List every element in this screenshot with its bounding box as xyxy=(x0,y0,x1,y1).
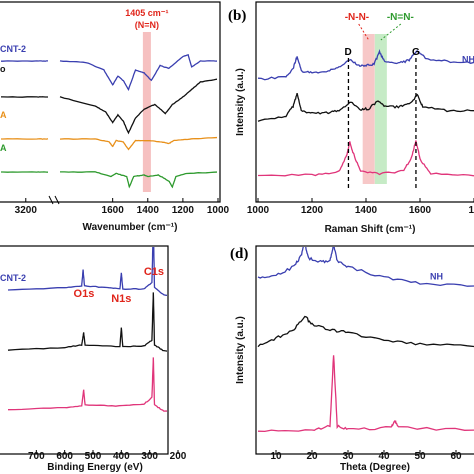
tick-label-a: 1000 xyxy=(207,205,230,216)
tick-label-c: 200 xyxy=(170,451,187,462)
series-line-d-black xyxy=(257,315,474,348)
panel-d-y-title: Intensity (a.u.) xyxy=(235,316,246,384)
peak-label-C1s: C1s xyxy=(144,266,164,278)
series-group-a xyxy=(1,53,217,189)
series-line-c-pink xyxy=(7,357,167,412)
series-line-a-blue xyxy=(1,53,217,92)
series-line-a-green xyxy=(1,171,217,189)
series-line-c-blue xyxy=(7,247,167,297)
band-label-1: -N=N- xyxy=(387,12,414,23)
panel-b-raman: NH 1000 1200 1400 1600 18 D G -N-N- -N=N- (b) Ram… xyxy=(228,1,474,235)
series-label-a-0: CNT-2 xyxy=(0,44,26,54)
peak-label-D: D xyxy=(344,47,351,58)
tick-label-c: 400 xyxy=(113,451,130,462)
peak-label-O1s: O1s xyxy=(74,288,95,300)
panel-c-xps: CNT-2 700 600 500 400 300 200 O1s N1s C1s Binding… xyxy=(0,245,187,473)
tick-label-c: 700 xyxy=(28,451,45,462)
series-line-c-black xyxy=(7,292,167,352)
panel-b-y-title: Intensity (a.u.) xyxy=(235,68,246,136)
panel-b-x-title: Raman Shift (cm⁻¹) xyxy=(325,224,416,235)
tick-label-d: 40 xyxy=(378,451,390,462)
axis-break-mark-2 xyxy=(54,195,60,205)
annotation-n-eq-n: (N=N) xyxy=(135,20,159,30)
series-group-d xyxy=(257,247,474,433)
panel-c-x-title: Binding Energy (eV) xyxy=(47,462,143,473)
series-group-c xyxy=(7,247,167,412)
series-label-a-2: A xyxy=(0,110,7,120)
tick-label-c: 300 xyxy=(141,451,158,462)
panel-d-letter: (d) xyxy=(230,246,248,262)
panel-c-plot: CNT-2 700 600 500 400 300 200 O1s N1s C1s xyxy=(0,247,187,462)
panel-a-x-title: Wavenumber (cm⁻¹) xyxy=(83,222,178,233)
panel-d-x-title: Theta (Degree) xyxy=(340,462,410,473)
panel-c-frame xyxy=(0,245,169,455)
panel-a-ftir: CNT-2 A A 3200 1600 1400 1200 1000 1405 cm⁻¹ (N=N… xyxy=(0,1,230,233)
panel-a-plot: CNT-2 A A 3200 1600 1400 1200 1000 1405 cm⁻¹ (N=N… xyxy=(0,4,230,216)
tick-label-a: 1400 xyxy=(137,205,160,216)
series-label-a-3: A xyxy=(0,143,7,153)
tick-label-a: 1600 xyxy=(102,205,125,216)
axis-break-mark-1 xyxy=(48,195,54,205)
series-label-c-0: CNT-2 xyxy=(0,273,26,283)
tick-label-b: 1000 xyxy=(247,205,270,216)
panel-d-xrd: NH 10 20 30 40 50 60 (d) Theta (Degree) Intens… xyxy=(230,245,474,473)
tick-label-a: 3200 xyxy=(15,205,38,216)
tick-label-b: 1600 xyxy=(409,205,432,216)
series-marker-black: o xyxy=(0,64,6,74)
peak-label-G: G xyxy=(412,47,420,58)
tick-label-d: 50 xyxy=(414,451,426,462)
series-line-b-pink xyxy=(257,140,474,177)
band-1405 xyxy=(142,32,151,192)
series-group-b xyxy=(257,49,474,177)
series-line-d-blue xyxy=(257,247,474,287)
tick-label-b: 18 xyxy=(468,205,474,216)
tick-label-d: 20 xyxy=(306,451,318,462)
annotation-1405: 1405 cm⁻¹ xyxy=(125,8,168,18)
band-pointer-0 xyxy=(358,23,370,41)
series-label-b-0: NH xyxy=(462,54,474,64)
band-label-0: -N-N- xyxy=(345,12,369,23)
panel-b-plot: NH 1000 1200 1400 1600 18 D G -N-N- -N=N- xyxy=(247,12,474,216)
tick-label-b: 1200 xyxy=(301,205,324,216)
series-line-b-black xyxy=(257,92,474,122)
tick-label-a: 1200 xyxy=(172,205,195,216)
panel-d-plot: NH 10 20 30 40 50 60 xyxy=(257,247,474,462)
tick-label-c: 500 xyxy=(85,451,102,462)
series-label-d-0: NH xyxy=(430,271,443,281)
series-line-a-orange xyxy=(1,136,217,151)
series-line-a-black xyxy=(1,78,217,135)
series-line-d-pink xyxy=(257,355,474,433)
band-n-eq-n xyxy=(374,34,387,184)
tick-label-b: 1400 xyxy=(355,205,378,216)
panel-a-frame xyxy=(0,1,221,203)
series-line-b-blue xyxy=(257,49,474,81)
panel-d-frame xyxy=(255,245,474,455)
band-pointer-1 xyxy=(380,23,402,41)
tick-label-d: 10 xyxy=(270,451,282,462)
tick-label-d: 30 xyxy=(342,451,354,462)
tick-label-c: 600 xyxy=(56,451,73,462)
panel-b-letter: (b) xyxy=(228,8,246,24)
peak-label-N1s: N1s xyxy=(111,293,131,305)
tick-label-d: 60 xyxy=(450,451,462,462)
